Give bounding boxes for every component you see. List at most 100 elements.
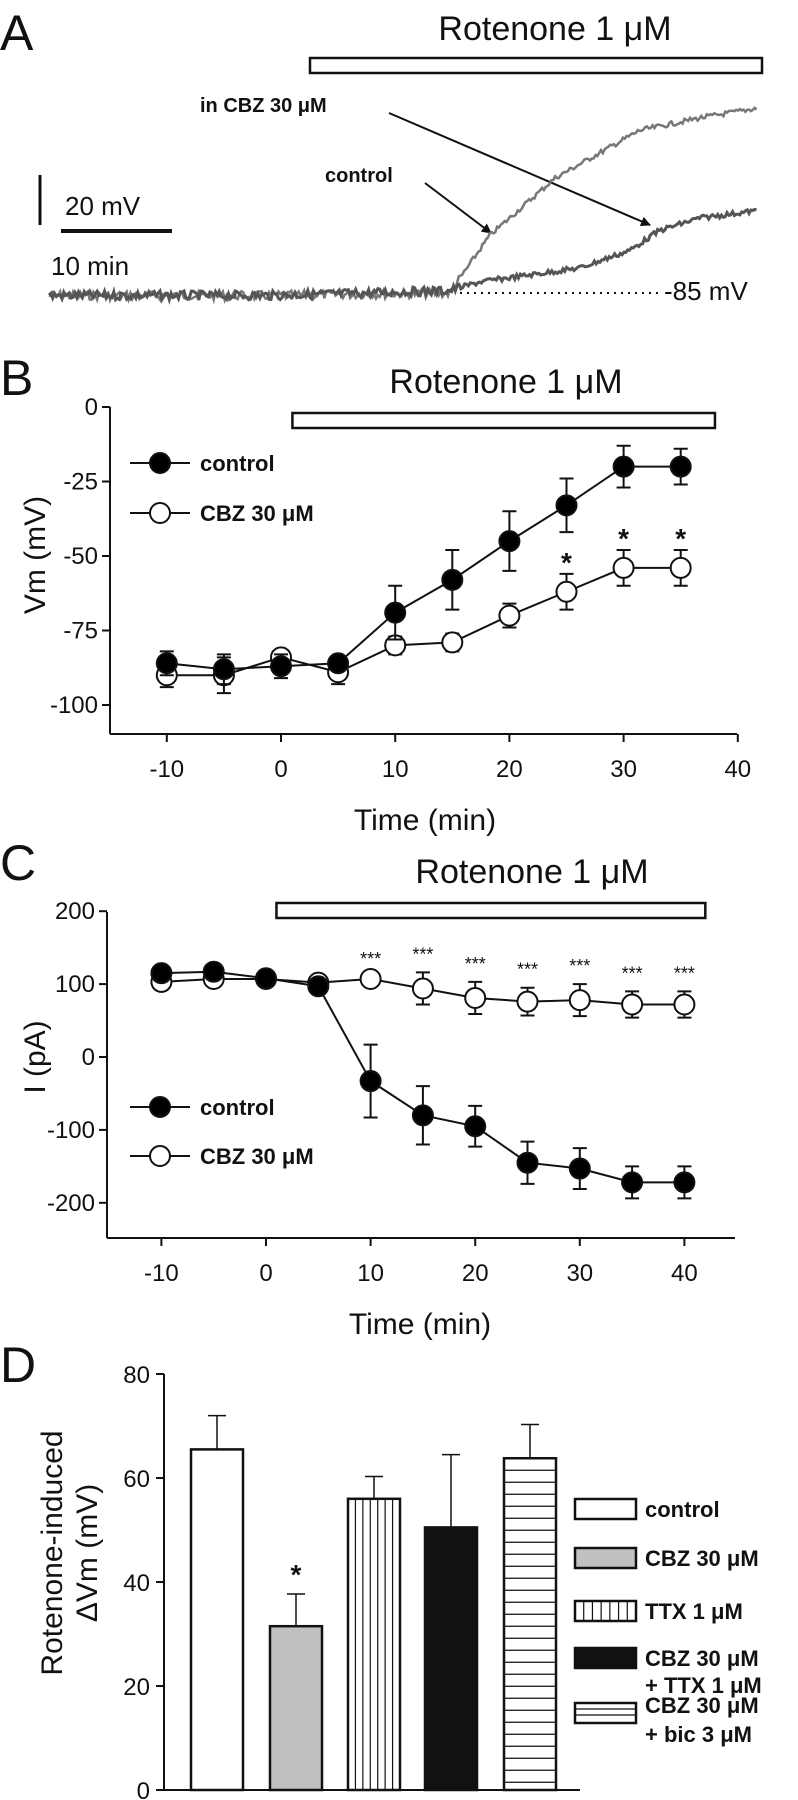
- y-tick-label: -75: [63, 618, 98, 645]
- legend-label: CBZ 30 μM: [645, 1646, 759, 1671]
- significance-marker: ***: [674, 963, 695, 983]
- rotenone-bar-c: [275, 901, 707, 920]
- data-point-control: [384, 601, 407, 624]
- data-point-control: [612, 455, 635, 478]
- series-line-control: [166, 465, 681, 671]
- legend-label: TTX 1 μM: [645, 1599, 743, 1624]
- x-tick-label: -10: [144, 1260, 179, 1287]
- y-tick-label: 0: [137, 1778, 150, 1800]
- legend-label: control: [645, 1497, 720, 1522]
- data-point-cbz: [441, 631, 464, 654]
- significance-marker: *: [675, 523, 686, 554]
- data-point-cbz: [612, 556, 635, 579]
- bar-3: [423, 1526, 479, 1792]
- data-point-cbz: [669, 556, 692, 579]
- significance-marker: ***: [517, 960, 538, 980]
- legend-label: CBZ 30 μM: [645, 1693, 759, 1718]
- data-point-control: [555, 494, 578, 517]
- data-point-control: [150, 962, 173, 985]
- significance-marker: ***: [622, 963, 643, 983]
- annotation-control: control: [325, 165, 393, 187]
- error-bar: [287, 1593, 305, 1627]
- data-point-control: [307, 975, 330, 998]
- legend-label: control: [200, 451, 275, 476]
- y-tick-label: 40: [123, 1570, 150, 1597]
- rotenone-label-b: Rotenone 1 μM: [389, 363, 622, 401]
- data-point-control: [498, 530, 521, 553]
- x-axis-label: Time (min): [354, 804, 496, 837]
- legend-label: control: [200, 1095, 275, 1120]
- y-axis-label: ΔVm (mV): [71, 1484, 104, 1622]
- legend-marker: [149, 452, 171, 474]
- y-tick-label: -200: [47, 1190, 95, 1217]
- significance-marker: ***: [412, 944, 433, 964]
- rotenone-label-a: Rotenone 1 μM: [438, 10, 671, 48]
- legend-swatch: [573, 1497, 638, 1521]
- x-tick-label: 10: [382, 756, 409, 783]
- panel-label-b: B: [0, 350, 33, 406]
- data-point-cbz: [516, 990, 539, 1013]
- error-bar: [521, 1423, 539, 1459]
- data-point-control: [359, 1070, 382, 1093]
- data-point-control: [327, 652, 350, 675]
- x-axis-label: Time (min): [349, 1308, 491, 1341]
- legend-label: CBZ 30 μM: [645, 1546, 759, 1571]
- y-tick-label: -100: [47, 1117, 95, 1144]
- legend-swatch: [573, 1701, 638, 1725]
- y-axis-label: I (pA): [19, 1020, 52, 1093]
- legend-swatch: [573, 1599, 638, 1623]
- baseline-label: -85 mV: [664, 276, 748, 306]
- significance-marker: ***: [360, 949, 381, 969]
- time-scale-label: 10 min: [51, 251, 129, 281]
- legend-marker: [149, 1096, 171, 1118]
- voltage-scale-label: 20 mV: [65, 191, 141, 221]
- data-point-control: [411, 1104, 434, 1127]
- x-tick-label: 10: [357, 1260, 384, 1287]
- legend-label: CBZ 30 μM: [200, 501, 314, 526]
- y-tick-label: 100: [55, 971, 95, 998]
- data-point-cbz: [498, 604, 521, 627]
- data-point-control: [516, 1151, 539, 1174]
- significance-marker: ***: [569, 956, 590, 976]
- x-tick-label: 30: [610, 756, 637, 783]
- data-point-control: [155, 652, 178, 675]
- x-tick-label: 30: [566, 1260, 593, 1287]
- significance-marker: *: [291, 1559, 302, 1590]
- y-tick-label: -50: [63, 543, 98, 570]
- error-bar: [442, 1453, 460, 1528]
- legend-swatch: [573, 1646, 638, 1670]
- significance-marker: *: [561, 547, 572, 578]
- data-point-cbz: [359, 967, 382, 990]
- trace-cbz: [47, 207, 757, 305]
- rotenone-bar-b: [291, 411, 717, 430]
- error-bar: [208, 1414, 226, 1450]
- data-point-control: [673, 1171, 696, 1194]
- y-tick-label: 20: [123, 1674, 150, 1701]
- x-tick-label: -10: [149, 756, 184, 783]
- x-tick-label: 40: [724, 756, 751, 783]
- legend-marker: [149, 502, 171, 524]
- data-point-control: [669, 455, 692, 478]
- trace-control: [48, 106, 758, 305]
- data-point-control: [212, 658, 235, 681]
- bar-4: [502, 1456, 558, 1792]
- data-point-cbz: [568, 989, 591, 1012]
- x-tick-label: 20: [462, 1260, 489, 1287]
- arrow-control: [424, 182, 492, 234]
- data-point-cbz: [555, 580, 578, 603]
- data-point-control: [621, 1171, 644, 1194]
- panel-label-a: A: [0, 5, 34, 61]
- panel-label-c: C: [0, 835, 36, 891]
- data-point-cbz: [411, 977, 434, 1000]
- rotenone-label-c: Rotenone 1 μM: [415, 853, 648, 891]
- data-point-control: [464, 1115, 487, 1138]
- y-tick-label: 0: [82, 1044, 95, 1071]
- data-point-control: [202, 960, 225, 983]
- data-point-control: [441, 568, 464, 591]
- rotenone-bar-a: [308, 56, 764, 75]
- panel-label-d: D: [0, 1337, 36, 1393]
- data-point-control: [255, 967, 277, 990]
- y-tick-label: 60: [123, 1466, 150, 1493]
- y-tick-label: 80: [123, 1362, 150, 1389]
